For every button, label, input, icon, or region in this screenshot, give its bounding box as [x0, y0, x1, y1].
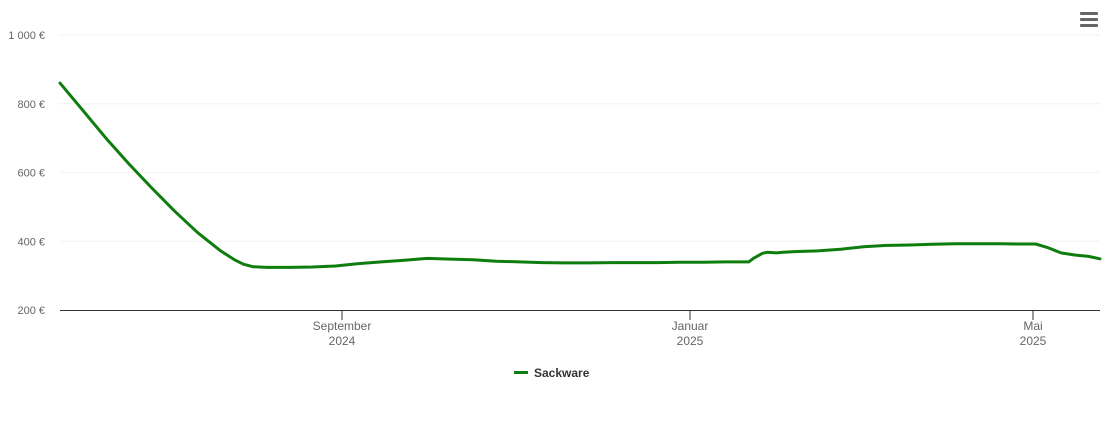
y-tick-label-1000: 1 000 € — [8, 30, 45, 42]
legend[interactable]: Sackware — [514, 366, 590, 380]
hamburger-menu-icon — [1080, 24, 1098, 27]
x-tick-label-year-1: 2025 — [677, 334, 704, 348]
series-layer — [58, 81, 1102, 269]
legend-label-sackware[interactable]: Sackware — [534, 366, 590, 380]
x-tick-label-month-0: September — [313, 319, 372, 333]
hamburger-menu-icon — [1080, 12, 1098, 15]
y-axis-labels: 200 € 400 € 600 € 800 € 1 000 € — [8, 30, 45, 317]
grid-layer — [60, 34, 1100, 242]
chart-menu-button[interactable] — [1078, 12, 1100, 32]
series-line-sackware[interactable] — [58, 81, 1102, 269]
y-tick-label-400: 400 € — [17, 236, 45, 248]
x-tick-label-month-1: Januar — [672, 319, 709, 333]
y-tick-label-800: 800 € — [17, 99, 45, 111]
y-tick-label-600: 600 € — [17, 168, 45, 180]
hamburger-menu-icon — [1080, 18, 1098, 21]
x-tick-label-year-0: 2024 — [329, 334, 356, 348]
y-tick-label-200: 200 € — [17, 305, 45, 317]
x-tick-label-month-2: Mai — [1023, 319, 1042, 333]
x-tick-label-year-2: 2025 — [1020, 334, 1047, 348]
